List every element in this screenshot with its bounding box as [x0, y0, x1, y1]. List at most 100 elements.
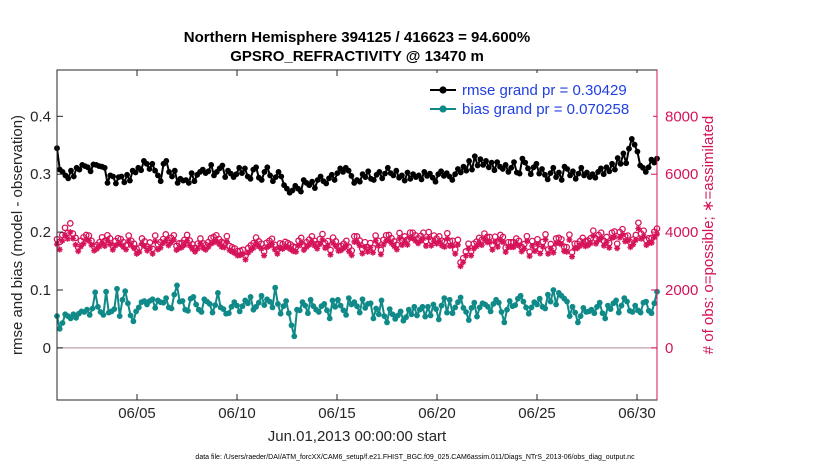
rmse-series-point: [370, 177, 377, 183]
bias-series-point: [149, 296, 156, 303]
bias-series-point: [414, 312, 420, 319]
rmse-series-point: [522, 159, 529, 166]
obs-assimilated-point: [372, 237, 379, 244]
rmse-series-point: [362, 174, 369, 181]
rmse-series-point: [631, 141, 638, 148]
obs-assimilated-point: [452, 250, 459, 257]
obs-assimilated-point: [274, 250, 281, 257]
y-tick-label: 0.2: [30, 224, 51, 241]
bias-series-point: [577, 313, 584, 319]
obs-assimilated-point: [61, 232, 68, 238]
obs-assimilated-point: [136, 249, 143, 256]
rmse-series-point: [312, 185, 318, 192]
obs-assimilated-point: [436, 238, 443, 245]
rmse-series-point: [474, 162, 481, 169]
obs-assimilated-point: [486, 239, 493, 246]
bias-series-point: [127, 312, 134, 319]
obs-assimilated-point: [420, 235, 427, 242]
obs-assimilated-point: [348, 252, 355, 259]
bias-series-point: [103, 288, 109, 295]
obs-assimilated-point: [72, 241, 79, 248]
rmse-series-point: [331, 177, 338, 183]
bias-series-point: [408, 311, 415, 318]
rmse-series-point: [76, 166, 83, 173]
bias-series-point: [523, 304, 529, 311]
rmse-series-point: [121, 179, 128, 186]
y-axis-right-label: # of obs: o=possible; ∗=assimilated: [700, 116, 717, 355]
bias-series-point: [629, 309, 636, 315]
rmse-series-point: [570, 168, 576, 175]
obs-assimilated-point: [367, 244, 374, 251]
rmse-series-point: [640, 164, 646, 171]
rmse-series-point: [544, 176, 551, 183]
bias-series-point: [275, 301, 281, 307]
obs-assimilated-point: [457, 263, 464, 270]
bias-series-point: [321, 301, 328, 307]
rmse-series-point: [547, 170, 554, 177]
obs-assimilated-point: [75, 248, 82, 255]
rmse-series-point: [463, 167, 470, 174]
obs-assimilated-point: [364, 248, 371, 255]
obs-assimilated-point: [526, 253, 533, 260]
bias-series-point: [425, 303, 431, 310]
rmse-series-point: [536, 170, 543, 177]
bias-series-point: [602, 315, 609, 322]
bias-series-point: [651, 300, 658, 307]
rmse-series-point: [272, 174, 279, 181]
rmse-series-point: [155, 172, 161, 179]
obs-assimilated-point: [547, 245, 554, 252]
rmse-series-point: [258, 177, 265, 183]
obs-assimilated-point: [423, 243, 430, 249]
bias-series-point: [212, 302, 219, 308]
legend: rmse grand pr = 0.30429 bias grand pr = …: [427, 73, 653, 119]
obs-assimilated-point: [194, 245, 201, 252]
rmse-series-point: [617, 160, 624, 167]
bias-series-point: [599, 310, 606, 317]
obs-assimilated-point: [566, 236, 573, 243]
rmse-series-point: [169, 173, 175, 180]
bias-series-point: [283, 298, 289, 304]
bias-series-point: [427, 312, 434, 319]
y-right-tick-label: 6000: [665, 166, 698, 183]
rmse-series-point: [149, 160, 156, 167]
obs-assimilated-point: [298, 240, 305, 247]
rmse-series-point: [457, 169, 464, 176]
obs-assimilated-point: [375, 242, 382, 249]
bias-series-point: [86, 312, 93, 318]
legend-rmse-label: rmse grand pr = 0.30429: [462, 82, 627, 99]
bias-series-point: [550, 287, 557, 293]
bias-series-point: [490, 301, 497, 307]
obs-assimilated-point: [332, 243, 339, 250]
bias-series-point: [73, 314, 79, 321]
bias-series-point: [375, 311, 382, 318]
rmse-series-point: [499, 166, 506, 172]
bias-series-point: [455, 299, 461, 306]
obs-assimilated-point: [539, 243, 546, 250]
obs-assimilated-point: [606, 244, 613, 251]
bias-series-point: [498, 309, 505, 315]
bias-series-point: [591, 310, 598, 317]
obs-assimilated-point: [292, 248, 299, 255]
rmse-series-point: [533, 160, 540, 167]
obs-assimilated-point: [465, 245, 472, 252]
y-right-tick-label: 0: [665, 340, 673, 357]
obs-assimilated-point: [449, 242, 456, 249]
bias-series-point: [315, 309, 322, 315]
rmse-series-point: [323, 180, 330, 187]
obs-assimilated-point: [128, 242, 135, 249]
rmse-series-point: [356, 178, 363, 185]
rmse-series-point: [157, 178, 164, 185]
rmse-series-point: [634, 148, 641, 155]
obs-assimilated-point: [221, 244, 228, 251]
rmse-series-point: [205, 168, 212, 175]
bias-series-point: [234, 302, 240, 309]
rmse-series-point: [584, 169, 590, 176]
obs-assimilated-point: [550, 249, 557, 256]
bias-series-point: [89, 305, 96, 312]
obs-assimilated-point: [56, 246, 63, 253]
obs-assimilated-point: [261, 252, 268, 259]
rmse-series-point: [222, 174, 229, 181]
rmse-series-point: [553, 174, 559, 181]
bias-series-point: [575, 319, 581, 326]
